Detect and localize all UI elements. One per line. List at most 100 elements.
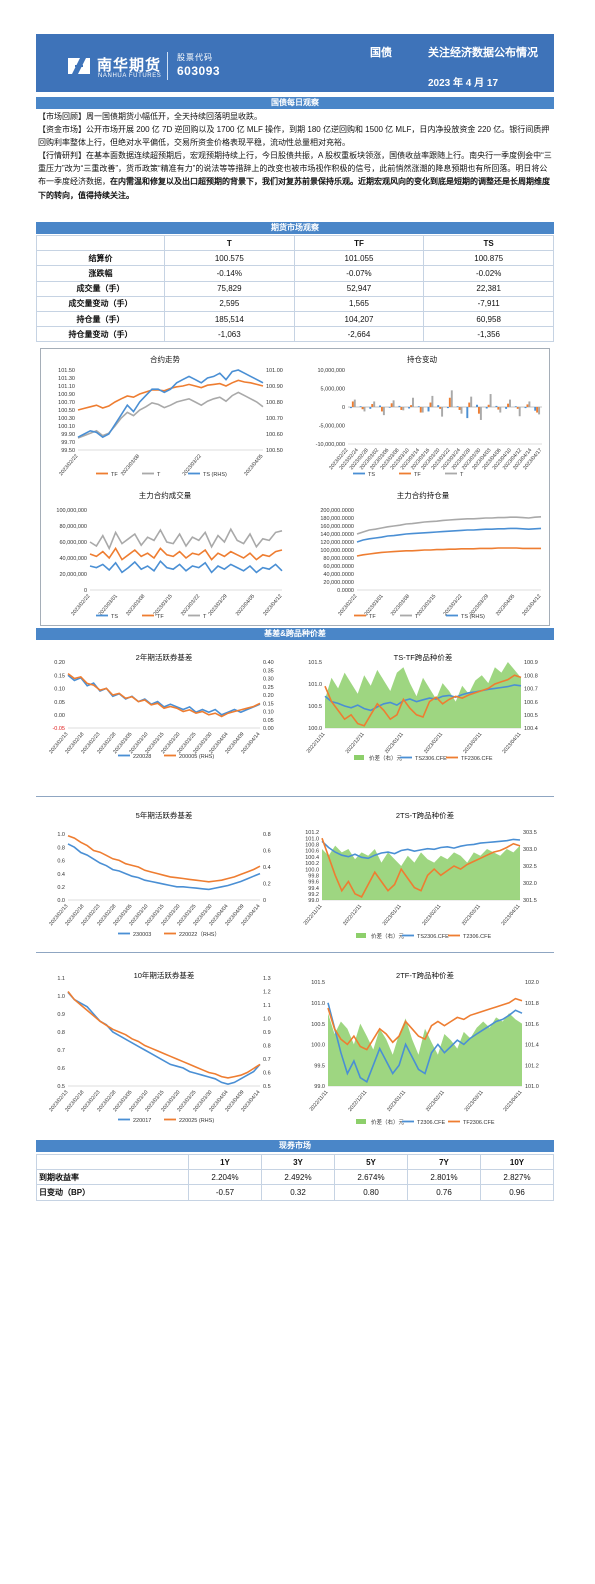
table-cell: 2,595	[164, 295, 295, 312]
y-tick-label: 160,000.0000	[320, 524, 354, 530]
y-tick-label: 100.6	[305, 849, 319, 855]
x-tick-label: 2023/04/12	[521, 593, 542, 617]
bar-T	[460, 407, 463, 414]
y-tick-label: 0.6	[57, 1066, 65, 1072]
y2-tick-label: 100.7	[524, 687, 538, 693]
line-TF	[89, 546, 283, 561]
bar-T	[499, 407, 502, 413]
nanhua-logo-icon	[68, 58, 90, 74]
x-tick-label: 2023/04/11	[501, 731, 522, 755]
bar-T	[392, 400, 395, 407]
chart-title: 5年期活跃券基差	[136, 810, 193, 820]
report-header: 南华期货 NANHUA FUTURES 股票代码 603093 国债 关注经济数…	[36, 34, 554, 92]
row-label: 成交量变动（手）	[36, 295, 165, 312]
x-tick-label: 2023/03/08	[120, 453, 141, 477]
y2-tick-label: 101.2	[525, 1063, 539, 1069]
section-futures-title: 期货市场观察	[36, 222, 554, 234]
table-header-cell	[36, 234, 165, 252]
y2-tick-label: 100.6	[524, 700, 538, 706]
x-tick-label: 2023/03/11	[461, 903, 482, 927]
bar-TS	[388, 407, 391, 408]
logo-english-name: NANHUA FUTURES	[98, 73, 162, 79]
y-tick-label: 100,000,000	[56, 508, 87, 514]
futures-table: T TF TS 结算价 100.575 101.055 100.875 涨跌幅 -0.1…	[36, 234, 554, 343]
area-价差	[328, 1013, 522, 1086]
x-tick-label: 2023/04/12	[262, 593, 283, 617]
y-tick-label: 100.4	[305, 855, 319, 861]
bar-TS	[349, 407, 352, 409]
y2-tick-label: 100.60	[266, 432, 283, 438]
legend-label: T	[415, 614, 419, 620]
table-row: 到期收益率 2.204% 2.492% 2.674% 2.801% 2.827%	[36, 1169, 554, 1186]
chart-c9: 10年期活跃券基差 1.1 1.0 0.9 0.8 0.7 0.6 0.5 1.3 1.2 1.1 1…	[48, 970, 271, 1124]
bar-TF	[536, 407, 539, 413]
legend-label: 220017	[133, 1118, 151, 1124]
bar-TF	[419, 407, 422, 413]
bar-TF	[487, 404, 490, 407]
line-TS	[356, 527, 542, 543]
bar-T	[450, 390, 453, 407]
row-label: 成交量（手）	[36, 280, 165, 297]
bar-TF	[448, 397, 451, 407]
y2-tick-label: 0.8	[263, 1044, 271, 1050]
bar-TS	[485, 407, 488, 409]
legend-label: TS (RHS)	[461, 614, 485, 620]
legend-label: TF2306.CFE	[461, 756, 493, 762]
y2-tick-label: 102.0	[525, 980, 539, 986]
line-T	[77, 391, 264, 439]
y-tick-label: 100.0	[308, 726, 322, 732]
commentary-tag: 【资金市场】	[38, 125, 86, 135]
table-cell: 0.32	[261, 1184, 335, 1201]
chart-c8: 2TS-T跨品种价差 101.2101.0100.8100.6100.4100.2…	[303, 810, 537, 940]
legend-label: TF2306.CFE	[463, 1120, 495, 1126]
bar-TS	[359, 406, 362, 407]
x-tick-label: 2023/04/05	[495, 593, 516, 617]
bar-T	[353, 399, 356, 407]
y2-tick-label: 100.70	[266, 416, 283, 422]
bar-TS	[505, 407, 508, 409]
area-价差	[325, 662, 521, 728]
logo-divider	[167, 52, 168, 80]
x-tick-label: 2023/02/22	[58, 453, 79, 477]
y-tick-label: 99.6	[308, 880, 319, 886]
bar-TS	[379, 405, 381, 407]
y2-tick-label: 0.35	[263, 668, 274, 674]
legend-label: T	[460, 472, 464, 478]
y2-tick-label: 0.6	[263, 849, 271, 855]
y2-tick-label: 101.8	[525, 1001, 539, 1007]
table-header-cell: TS	[423, 234, 554, 252]
bar-TF	[497, 407, 500, 410]
y-tick-label: 99.4	[308, 886, 319, 892]
chart-c10: 2TF-T跨品种价差 101.5 101.0 100.5 100.0 99.5 99.0 10…	[309, 970, 539, 1126]
y-tick-label: 1.1	[57, 976, 65, 982]
y2-tick-label: 0.9	[263, 1030, 271, 1036]
bar-TS	[524, 407, 527, 409]
table-header-row: T TF TS	[36, 234, 554, 252]
bar-T	[470, 396, 473, 407]
y-tick-label: 40,000,000	[59, 556, 87, 562]
y2-tick-label: 0	[263, 898, 266, 904]
y-tick-label: 0.4	[57, 872, 65, 878]
y2-tick-label: 0.2	[263, 882, 271, 888]
y2-tick-label: 0.8	[263, 832, 271, 838]
y2-tick-label: 0.10	[263, 710, 274, 716]
bar-TF	[458, 407, 461, 410]
commentary-text: 公开市场开展 200 亿 7D 逆回购以及 1700 亿 MLF 操作，到期 1…	[38, 125, 550, 148]
table-header-cell: 3Y	[261, 1153, 335, 1171]
y2-tick-label: 100.90	[266, 384, 283, 390]
x-tick-label: 2023/04/05	[235, 593, 256, 617]
table-cell: 52,947	[293, 280, 425, 297]
report-category: 国债	[370, 47, 392, 59]
table-row: 结算价 100.575 101.055 100.875	[36, 250, 554, 267]
y-tick-label: 100.5	[311, 1022, 325, 1028]
table-header-cell: 10Y	[480, 1153, 554, 1171]
row-label: 日变动（BP）	[36, 1184, 189, 1201]
bar-TF	[468, 402, 471, 407]
x-tick-label: 2023/02/11	[421, 903, 442, 927]
y-tick-label: 1.0	[57, 832, 65, 838]
line-TF	[356, 547, 541, 557]
legend-label: 价差（右）元	[371, 1118, 405, 1126]
bar-TF	[477, 407, 480, 414]
y-tick-label: 99.0	[314, 1084, 325, 1090]
y-tick-label: 99.2	[308, 892, 319, 898]
